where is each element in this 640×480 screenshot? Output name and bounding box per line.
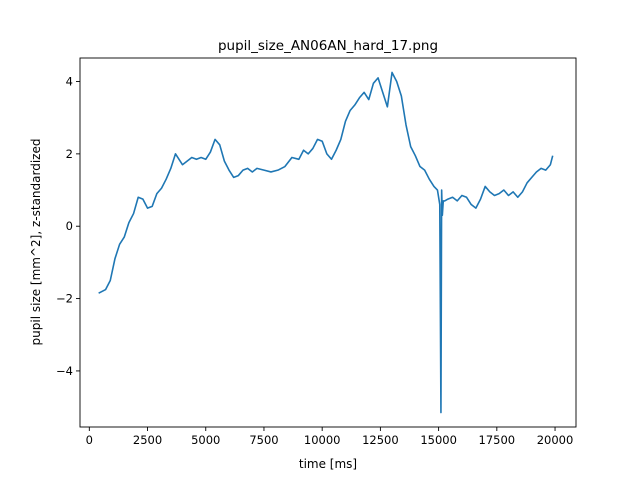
x-axis: 0 2500 5000 7500 10000 12500 15000 17500 20000 — [86, 427, 574, 447]
y-tick-label: −4 — [56, 364, 73, 378]
x-tick-label: 5000 — [191, 433, 220, 447]
y-axis: −4 −2 0 2 4 — [56, 75, 80, 378]
y-tick-label: −2 — [56, 292, 73, 306]
series-line-0 — [98, 71, 554, 414]
y-tick-label: 4 — [66, 75, 73, 89]
y-tick-label: 2 — [66, 147, 73, 161]
axes-frame — [79, 57, 577, 428]
x-tick-label: 2500 — [133, 433, 162, 447]
x-tick-label: 12500 — [362, 433, 399, 447]
x-tick-label: 20000 — [537, 433, 574, 447]
x-tick-label: 15000 — [420, 433, 457, 447]
x-axis-label: time [ms] — [299, 457, 357, 471]
plot-area — [98, 71, 554, 414]
x-tick-label: 7500 — [249, 433, 278, 447]
x-tick-label: 0 — [86, 433, 93, 447]
chart-title: pupil_size_AN06AN_hard_17.png — [218, 38, 438, 54]
x-tick-label: 10000 — [304, 433, 341, 447]
x-tick-label: 17500 — [479, 433, 516, 447]
y-axis-label: pupil size [mm^2], z-standardized — [29, 139, 43, 346]
y-tick-label: 0 — [66, 219, 73, 233]
